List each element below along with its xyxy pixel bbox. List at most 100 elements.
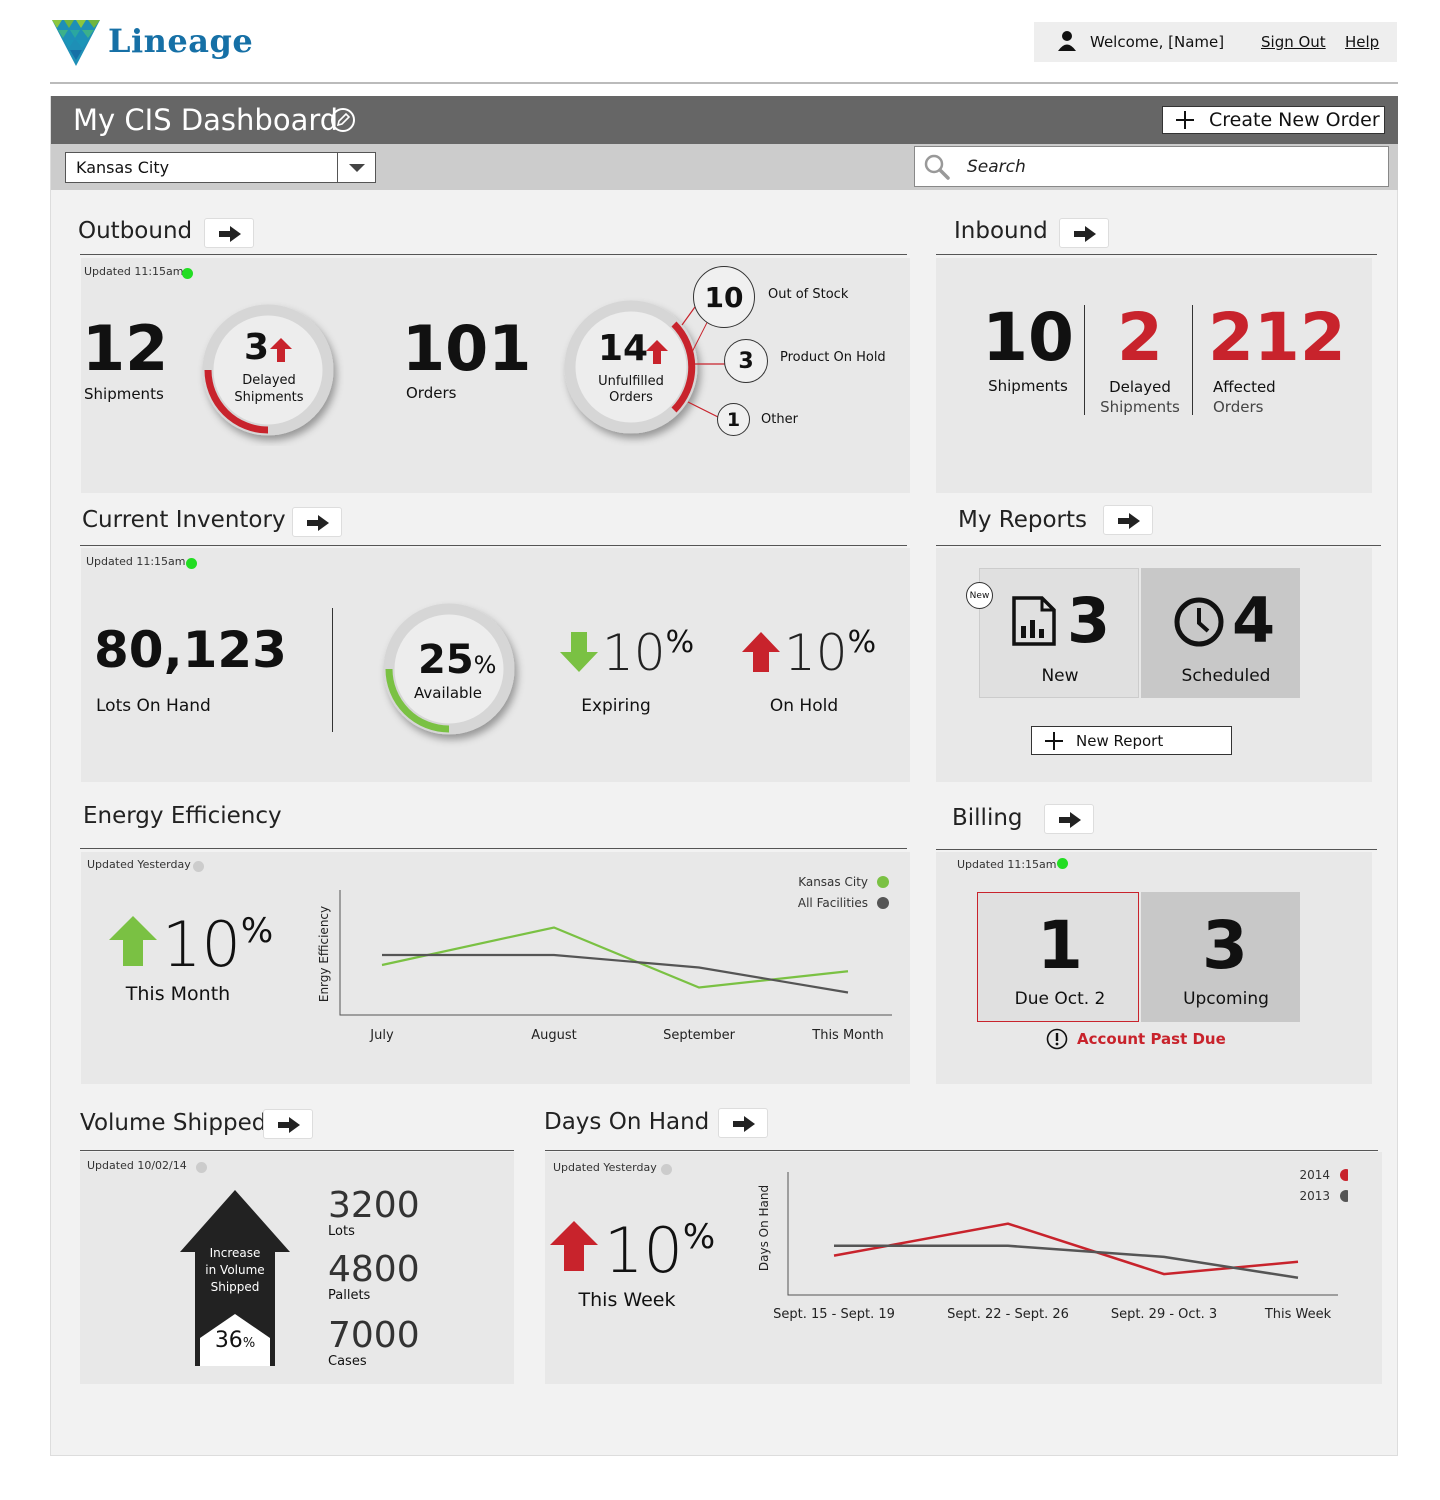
volume-pallets-value: 4800	[328, 1249, 420, 1290]
days-change-wrap: 10%	[604, 1220, 715, 1282]
expiring-value: 10	[602, 624, 666, 682]
new-reports-tile[interactable]	[979, 568, 1139, 698]
arrow-right-icon	[1059, 812, 1081, 828]
volume-go-button[interactable]	[263, 1109, 313, 1139]
outbound-shipments-label: Shipments	[84, 385, 164, 403]
help-link[interactable]: Help	[1345, 33, 1380, 51]
chart-tick-label: Sept. 22 - Sept. 26	[947, 1307, 1069, 1322]
lineage-logo[interactable]: Lineage	[50, 18, 254, 68]
billing-updated: Updated 11:15am	[957, 858, 1057, 871]
billing-go-button[interactable]	[1044, 804, 1094, 834]
other-value: 1	[717, 403, 750, 436]
sign-out-link[interactable]: Sign Out	[1261, 33, 1326, 51]
outbound-divider	[80, 254, 907, 255]
inventory-divider	[80, 545, 907, 546]
arrow-right-icon	[219, 226, 241, 242]
outbound-orders-label: Orders	[406, 384, 457, 402]
chart-axis	[339, 890, 892, 1016]
inbound-delayed-line2: Shipments	[1100, 398, 1180, 416]
expiring-pct: %	[665, 625, 695, 660]
search-placeholder: Search	[967, 156, 1026, 177]
delayed-label-line1: Delayed	[242, 373, 296, 388]
days-title: Days On Hand	[544, 1109, 710, 1135]
new-badge: New	[966, 582, 993, 609]
chart-legend-label: All Facilities	[798, 896, 868, 910]
arrow-up-icon	[646, 340, 668, 364]
inbound-shipments-value: 10	[982, 299, 1074, 376]
volume-updated: Updated 10/02/14	[87, 1159, 187, 1172]
volume-pallets-label: Pallets	[328, 1288, 371, 1303]
plus-icon	[1176, 111, 1194, 129]
header-divider	[50, 82, 1398, 84]
volume-lots-label: Lots	[328, 1224, 355, 1239]
chart-series-line	[382, 953, 849, 994]
inventory-title: Current Inventory	[82, 507, 286, 533]
energy-chart: Enrgy Efficiency July August September This …	[316, 860, 906, 1060]
chart-legend-label: 2014	[1299, 1168, 1330, 1182]
chart-series-line	[834, 1244, 1299, 1280]
chart-legend-dot	[877, 897, 889, 909]
volume-title: Volume Shipped	[80, 1110, 267, 1136]
past-due-text[interactable]: Account Past Due	[1077, 1030, 1226, 1048]
inbound-divider	[936, 254, 1377, 255]
due-value: 1	[1037, 907, 1083, 984]
alert-icon	[1046, 1028, 1068, 1050]
new-report-button[interactable]: New Report	[1031, 726, 1232, 755]
chart-tick-label: July	[369, 1028, 394, 1043]
chart-legend-dot	[877, 876, 889, 888]
unfulfilled-label-line1: Unfulfilled	[598, 374, 664, 389]
onhold-value: 10	[784, 624, 848, 682]
delayed-shipments-value: 3	[244, 327, 270, 368]
outbound-updated: Updated 11:15am	[84, 265, 184, 278]
days-go-button[interactable]	[718, 1108, 768, 1138]
available-value: 25	[418, 637, 474, 683]
product-on-hold-label: Product On Hold	[780, 350, 886, 365]
unfulfilled-label-line2: Orders	[609, 390, 653, 405]
days-change-label: This Week	[578, 1289, 676, 1311]
user-bar: Welcome, [Name] Sign Out Help	[1034, 22, 1397, 62]
available-pct: %	[473, 651, 497, 679]
inbound-go-button[interactable]	[1059, 218, 1109, 248]
outbound-go-button[interactable]	[204, 218, 254, 248]
search-input[interactable]: Search	[914, 146, 1389, 187]
reports-go-button[interactable]	[1103, 505, 1153, 535]
volume-increase-arrow-icon	[180, 1190, 290, 1366]
create-new-order-button[interactable]: Create New Order	[1162, 106, 1385, 134]
chart-ylabel: Days On Hand	[757, 1185, 771, 1271]
energy-change-pct: %	[240, 911, 274, 951]
volume-arrow-pct-sign: %	[242, 1336, 256, 1351]
inbound-separator	[1084, 305, 1085, 415]
inbound-affected-line1: Affected	[1213, 378, 1276, 396]
days-chart: Days On Hand Sept. 15 - Sept. 19 Sept. 22 …	[748, 1160, 1352, 1330]
arrow-up-icon	[270, 338, 292, 362]
volume-lots-value: 3200	[328, 1185, 420, 1226]
inventory-go-button[interactable]	[292, 507, 342, 537]
delayed-shipments-label: Delayed Shipments	[219, 372, 319, 406]
delayed-shipments-ring	[202, 304, 334, 436]
inbound-separator	[1192, 305, 1193, 415]
volume-arrow-text: Increase in Volume Shipped	[195, 1245, 275, 1296]
chart-tick-label: This Week	[1264, 1307, 1332, 1322]
volume-cases-value: 7000	[328, 1315, 420, 1356]
available-label: Available	[414, 684, 482, 702]
chart-series-line	[381, 926, 849, 989]
volume-divider	[80, 1150, 514, 1151]
energy-change-wrap: 10%	[162, 914, 273, 976]
outbound-shipments-value: 12	[82, 312, 169, 385]
days-change-pct: %	[682, 1217, 716, 1257]
edit-icon[interactable]	[331, 108, 355, 132]
chevron-down-icon[interactable]	[337, 153, 375, 182]
upcoming-tile[interactable]	[1141, 892, 1300, 1022]
volume-card	[80, 1152, 514, 1384]
reports-divider	[936, 545, 1381, 546]
location-select[interactable]: Kansas City	[65, 152, 376, 183]
inventory-updated: Updated 11:15am	[86, 555, 186, 568]
scheduled-reports-value: 4	[1232, 584, 1276, 657]
due-label: Due Oct. 2	[1014, 989, 1106, 1009]
logo-text: Lineage	[108, 22, 254, 60]
scheduled-reports-label: Scheduled	[1181, 666, 1271, 686]
due-tile[interactable]	[977, 892, 1139, 1022]
status-dot	[196, 1162, 207, 1173]
arrow-right-icon	[278, 1117, 300, 1133]
energy-updated: Updated Yesterday	[87, 858, 191, 871]
